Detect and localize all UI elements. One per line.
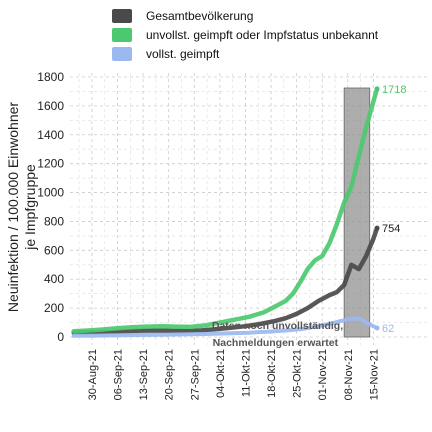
chart-legend: Gesamtbevölkerung unvollst. geimpft oder…: [112, 6, 378, 63]
x-tick-label: 11-Okt-21: [240, 349, 252, 397]
y-axis-title-line2: je Impfgruppe: [22, 164, 38, 251]
y-tick-label: 1800: [37, 70, 64, 84]
legend-label-gesamt: Gesamtbevölkerung: [146, 8, 254, 23]
x-tick-label: 01-Nov-21: [317, 349, 329, 400]
axis-layer: 0 200 400 600 800 1000 1200 1400 1600 1800 30-Aug-…: [37, 70, 380, 400]
y-tick-label: 1200: [37, 157, 64, 171]
y-tick-label: 1000: [37, 186, 64, 200]
legend-swatch-gesamt: [112, 8, 132, 23]
y-tick-label: 800: [44, 214, 64, 228]
x-tick-label: 20-Sep-21: [164, 349, 176, 400]
annotation-layer: Daten noch unvollständig, Nachmeldungen …: [212, 320, 343, 349]
series-line-2: [71, 316, 379, 338]
series-end-point-2: [374, 325, 380, 331]
x-tick-label: 27-Sep-21: [189, 349, 201, 400]
y-tick-label: 200: [44, 301, 64, 315]
grid-layer: [70, 73, 428, 345]
legend-item-gesamt: Gesamtbevölkerung: [112, 6, 378, 25]
legend-item-unvollst: unvollst. geimpft oder Impfstatus unbeka…: [112, 25, 378, 44]
shaded-region-label-line2: Nachmeldungen erwartet: [213, 337, 339, 349]
series-end-label-1: 1718: [382, 84, 406, 96]
legend-label-unvollst: unvollst. geimpft oder Impfstatus unbeka…: [146, 27, 379, 42]
series-line-0: [71, 225, 380, 335]
y-axis-title-line1: Neuinfektion / 100.000 Einwohner: [5, 102, 21, 312]
x-tick-label: 25-Okt-21: [292, 349, 304, 398]
legend-label-vollst: vollst. geimpft: [146, 46, 220, 61]
legend-swatch-vollst: [112, 46, 132, 61]
x-tick-label: 04-Okt-21: [215, 349, 227, 398]
y-tick-label: 0: [57, 330, 64, 344]
series-line-1: [71, 86, 380, 334]
x-tick-label: 18-Okt-21: [266, 349, 278, 398]
x-tick-label: 30-Aug-21: [87, 349, 99, 400]
y-tick-label: 1400: [37, 128, 64, 142]
series-end-label-0: 754: [382, 223, 400, 235]
series-end-label-2: 62: [382, 323, 394, 335]
series-layer: 754 1718 62: [71, 84, 407, 338]
y-tick-label: 400: [44, 272, 64, 286]
legend-swatch-unvollst: [112, 27, 132, 42]
x-tick-label: 06-Sep-21: [113, 349, 125, 400]
x-tick-label: 08-Nov-21: [343, 349, 355, 400]
legend-item-vollst: vollst. geimpft: [112, 44, 378, 63]
x-tick-label: 15-Nov-21: [368, 349, 380, 400]
y-tick-label: 600: [44, 243, 64, 257]
series-end-point-1: [374, 86, 380, 92]
x-tick-label: 13-Sep-21: [138, 349, 150, 400]
series-end-point-0: [374, 225, 380, 231]
shaded-region-label-line1: Daten noch unvollständig,: [212, 320, 343, 332]
y-tick-label: 1600: [37, 99, 64, 113]
